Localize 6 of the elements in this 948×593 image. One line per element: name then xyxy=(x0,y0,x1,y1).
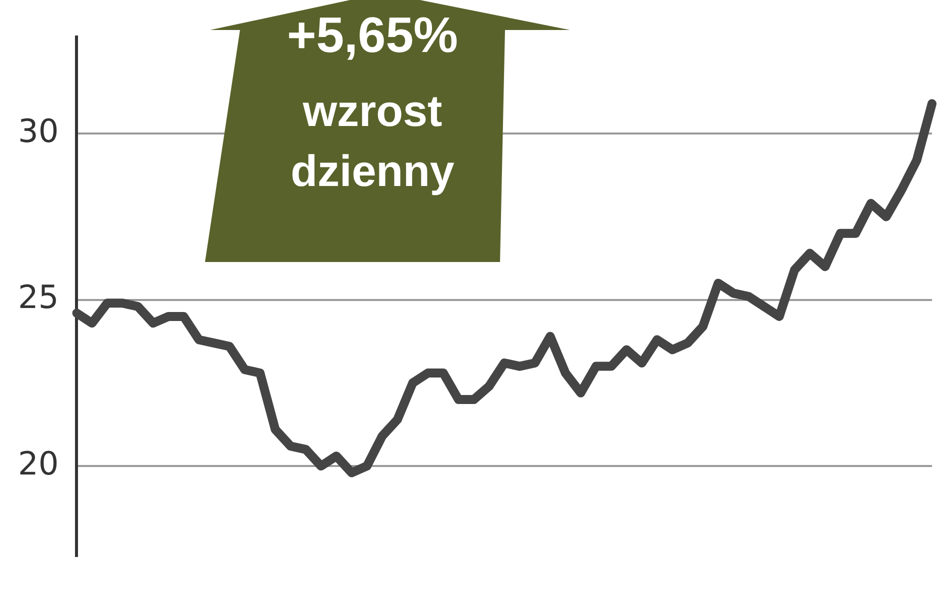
annotation: dzienny xyxy=(290,147,456,196)
annotation: +5,65% xyxy=(286,7,459,63)
y-tick-label: 20 xyxy=(18,444,59,482)
y-tick-label: 25 xyxy=(18,278,59,316)
y-tick-label: 30 xyxy=(18,112,59,150)
annotation: wzrost xyxy=(302,87,444,136)
